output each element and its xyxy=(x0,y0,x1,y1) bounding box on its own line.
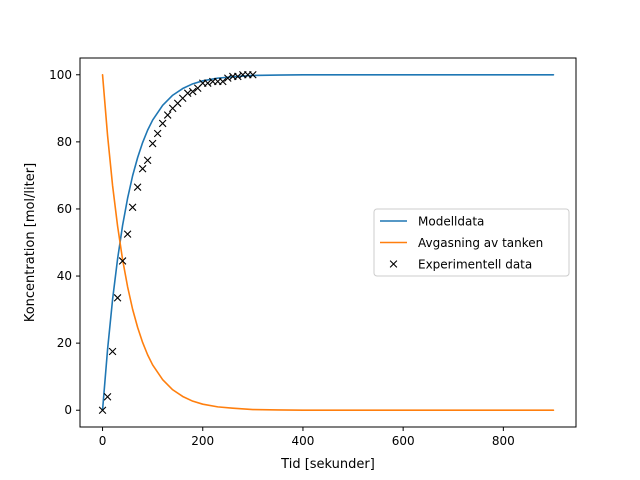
y-tick-label: 0 xyxy=(64,403,72,417)
legend-swatch-marker xyxy=(389,260,398,268)
data-point-marker xyxy=(203,79,212,87)
series-line-1 xyxy=(101,73,555,412)
x-tick-label: 800 xyxy=(492,434,515,448)
data-point-marker xyxy=(133,183,142,191)
x-axis-label: Tid [sekunder] xyxy=(280,457,375,472)
x-axis-ticks: 0 200 400 600 800 xyxy=(99,427,515,448)
data-point-marker xyxy=(224,74,232,82)
data-point-marker xyxy=(188,87,197,96)
legend: Modelldata Avgasning av tanken Experimente… xyxy=(373,208,570,277)
series-line-0 xyxy=(101,73,555,412)
data-point-marker xyxy=(138,164,147,173)
x-tick-label: 0 xyxy=(99,434,107,448)
y-tick-label: 40 xyxy=(57,269,72,283)
data-point-marker xyxy=(128,203,137,212)
data-point-marker xyxy=(153,129,162,138)
data-point-marker xyxy=(234,72,242,81)
data-point-marker xyxy=(143,156,152,165)
y-tick-label: 100 xyxy=(49,68,72,82)
data-point-marker xyxy=(148,139,157,148)
data-point-marker xyxy=(113,294,122,302)
data-point-marker xyxy=(218,77,227,86)
legend-label: Modelldata xyxy=(418,215,484,229)
data-point-marker xyxy=(108,347,117,356)
y-axis-label: Koncentration [mol/liter] xyxy=(23,163,38,322)
data-point-marker xyxy=(183,89,192,98)
x-tick-label: 600 xyxy=(392,434,415,448)
legend-label: Experimentell data xyxy=(418,258,532,272)
data-point-marker xyxy=(98,406,107,415)
x-tick-label: 400 xyxy=(291,434,314,448)
legend-box xyxy=(373,208,570,277)
data-point-marker xyxy=(158,119,167,128)
plot-area xyxy=(98,70,555,415)
legend-label: Avgasning av tanken xyxy=(418,236,543,250)
data-point-marker xyxy=(249,70,257,79)
data-point-marker xyxy=(163,111,172,119)
y-tick-label: 80 xyxy=(57,135,72,149)
data-point-marker xyxy=(118,257,127,265)
x-tick-label: 200 xyxy=(191,434,214,448)
data-point-marker xyxy=(103,393,112,401)
y-tick-label: 20 xyxy=(57,336,72,350)
axes-frame xyxy=(79,57,577,428)
data-point-marker xyxy=(123,230,132,238)
y-tick-label: 60 xyxy=(57,202,72,216)
y-axis-ticks: 0 20 40 60 80 100 xyxy=(49,68,80,417)
